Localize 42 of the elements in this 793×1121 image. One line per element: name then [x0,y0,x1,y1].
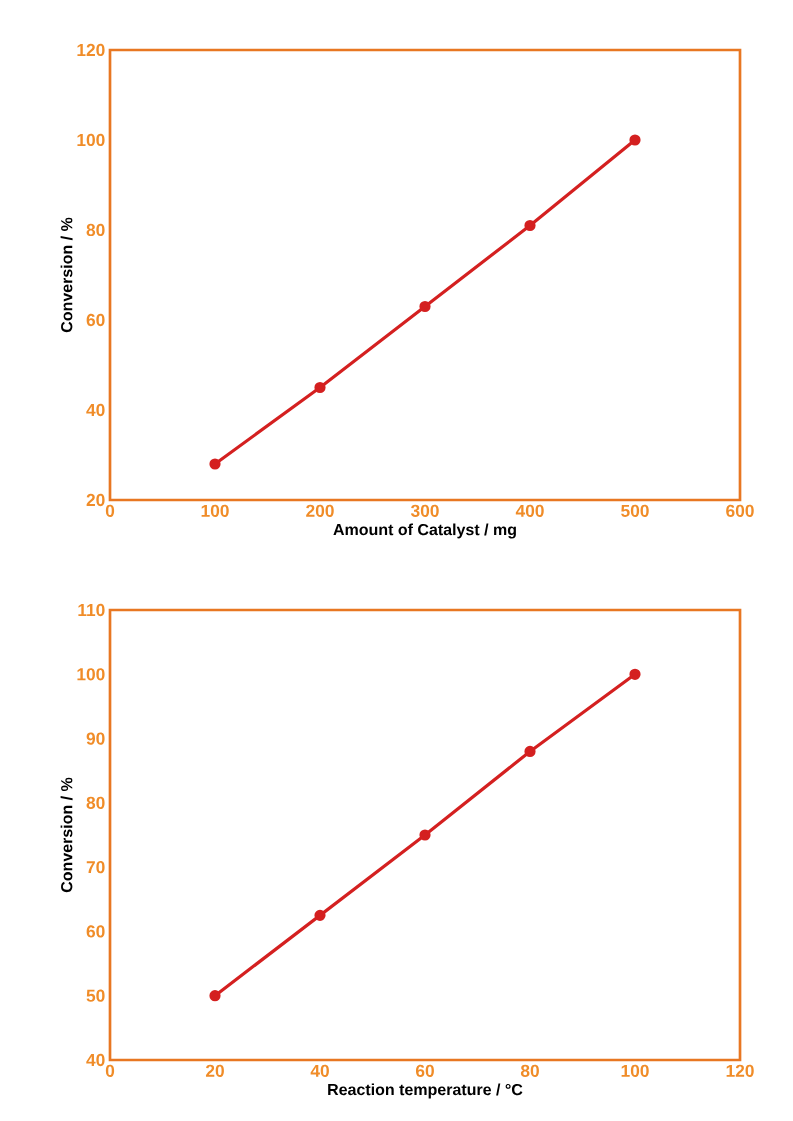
y-tick-label: 100 [77,133,105,147]
y-tick-label: 110 [78,603,105,617]
y-tick-label: 100 [77,668,105,681]
x-tick-label: 300 [410,504,439,517]
point [629,668,641,680]
x-tick-label: 100 [201,504,229,517]
x-tick-label: 500 [621,504,649,517]
x-tick-label: 400 [515,504,544,517]
x-tick-label: 120 [726,1064,754,1077]
x-tick-label: 40 [310,1064,329,1077]
y-tick-label: 50 [86,989,105,1002]
x-tick-label: 600 [726,504,754,517]
y-tick-label: 40 [86,403,105,417]
y-tick-label: 60 [86,925,105,938]
point [419,829,431,841]
point [419,300,431,313]
point [629,134,641,146]
point [314,909,326,921]
point [209,458,221,470]
x-tick-label: 0 [105,504,115,517]
y-tick-label: 20 [86,493,105,507]
x-tick-label: 100 [621,1064,649,1077]
x-tick-label: 200 [306,504,334,517]
y-tick-label: 80 [86,223,105,237]
point [314,381,326,394]
x-axis-title: Amount of Catalyst / mg [333,523,516,539]
point [524,219,536,232]
y-tick-label: 60 [86,313,105,327]
y-tick-label: 120 [77,43,105,57]
y-axis-title: Conversion / % [60,217,73,333]
point [209,990,221,1002]
x-axis-title: Reaction temperature / °C [328,1083,523,1099]
x-tick-label: 60 [415,1064,434,1077]
y-tick-label: 40 [86,1053,105,1067]
x-tick-label: 0 [105,1064,115,1077]
y-axis-title: Conversion / % [60,777,73,893]
x-tick-label: 20 [205,1064,224,1077]
y-tick-label: 80 [86,796,105,809]
y-tick-label: 70 [86,861,105,874]
y-tick-label: 90 [86,732,105,745]
x-tick-label: 80 [520,1064,539,1077]
point [524,745,536,758]
